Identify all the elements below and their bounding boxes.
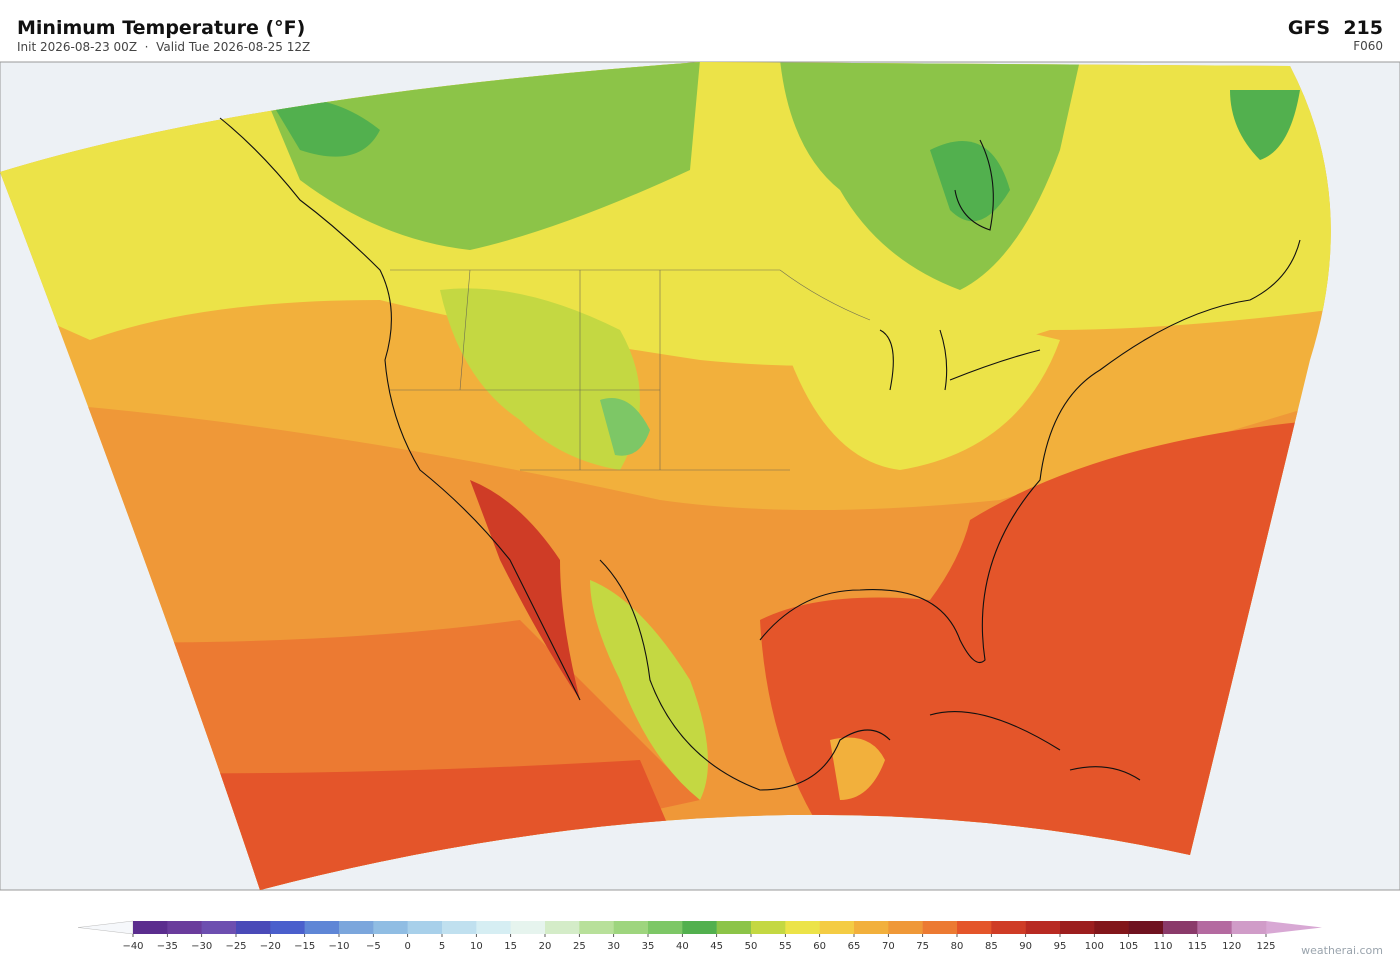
colorbar-bin: [682, 921, 717, 934]
colorbar-tick-label: −40: [122, 941, 143, 952]
colorbar-tick-label: 120: [1222, 941, 1241, 952]
colorbar-bin: [1231, 921, 1267, 934]
colorbar-tick-label: 15: [504, 941, 517, 952]
colorbar-bin: [1060, 921, 1095, 934]
colorbar-tick-label: −25: [225, 941, 246, 952]
colorbar-tick-label: −30: [191, 941, 212, 952]
colorbar-bin: [339, 921, 374, 934]
colorbar-bin: [201, 921, 237, 934]
colorbar-bin: [579, 921, 614, 934]
colorbar: −40 −35 −30 −25 −20 −15 −10 −5 0 5 10 15 20 25 30 35 40 4…: [77, 920, 1322, 952]
colorbar-bin: [1163, 921, 1198, 934]
colorbar-tick-label: −10: [328, 941, 349, 952]
colorbar-tick-label: 45: [710, 941, 723, 952]
colorbar-bin: [854, 921, 889, 934]
colorbar-bin: [270, 921, 305, 934]
colorbar-tick-label: 55: [779, 941, 792, 952]
colorbar-bin: [785, 921, 820, 934]
colorbar-bin: [133, 921, 168, 934]
colorbar-tick-label: 105: [1119, 941, 1138, 952]
map: [0, 61, 1400, 891]
colorbar-tick-label: −5: [366, 941, 381, 952]
colorbar-tick-label: 40: [676, 941, 689, 952]
colorbar-bin: [407, 921, 443, 934]
colorbar-tick-label: 30: [607, 941, 620, 952]
model-label: GFS 215: [1288, 17, 1383, 39]
colorbar-bin: [1128, 921, 1164, 934]
colorbar-bin: [1025, 921, 1061, 934]
colorbar-bin: [476, 921, 511, 934]
colorbar-tick-label: 0: [404, 941, 410, 952]
colorbar-bin: [819, 921, 855, 934]
colorbar-tick-label: 80: [951, 941, 964, 952]
colorbar-bin: [888, 921, 923, 934]
colorbar-bin: [613, 921, 649, 934]
colorbar-tick-label: 20: [539, 941, 552, 952]
colorbar-bin: [304, 921, 340, 934]
colorbar-bin: [442, 921, 477, 934]
colorbar-bin: [648, 921, 683, 934]
colorbar-tick-label: 115: [1188, 941, 1207, 952]
coastline: [759, 239, 1301, 664]
colorbar-bin: [922, 921, 958, 934]
forecast-hour: F060: [1353, 39, 1383, 53]
colorbar-tick-label: 90: [1019, 941, 1032, 952]
colorbar-tick-label: 50: [745, 941, 758, 952]
state-border: [390, 269, 871, 471]
colorbar-over: [1266, 921, 1322, 934]
coastline: [954, 139, 994, 231]
colorbar-tick-label: 95: [1054, 941, 1067, 952]
colorbar-tick-label: 100: [1085, 941, 1104, 952]
colorbar-tick-label: −20: [260, 941, 281, 952]
colorbar-tick-label: −15: [294, 941, 315, 952]
colorbar-tick-label: 85: [985, 941, 998, 952]
colorbar-tick-label: 110: [1153, 941, 1172, 952]
colorbar-bin: [991, 921, 1026, 934]
colorbar-tick-label: 25: [573, 941, 586, 952]
colorbar-tick-label: 65: [848, 941, 861, 952]
colorbar-bin: [957, 921, 992, 934]
coastline: [929, 711, 1141, 781]
colorbar-bin: [716, 921, 752, 934]
colorbar-tick-label: 70: [882, 941, 895, 952]
title: Minimum Temperature (°F): [17, 17, 305, 39]
colorbar-bin: [545, 921, 580, 934]
coastline: [219, 117, 581, 701]
colorbar-tick-label: −35: [157, 941, 178, 952]
coastline: [879, 329, 1041, 391]
colorbar-bin: [236, 921, 271, 934]
colorbar-tick-label: 5: [439, 941, 445, 952]
colorbar-bin: [167, 921, 202, 934]
colorbar-tick-label: 125: [1256, 941, 1275, 952]
colorbar-tick-label: 10: [470, 941, 483, 952]
colorbar-bin: [1094, 921, 1129, 934]
subtitle: Init 2026-08-23 00Z · Valid Tue 2026-08-…: [17, 40, 310, 54]
watermark: weatherai.com: [1301, 944, 1383, 957]
colorbar-tick-label: 60: [813, 941, 826, 952]
colorbar-tick-label: 75: [916, 941, 929, 952]
colorbar-bin: [373, 921, 408, 934]
colorbar-bin: [510, 921, 546, 934]
colorbar-bin: [751, 921, 786, 934]
colorbar-bin: [1197, 921, 1232, 934]
colorbar-under: [77, 920, 134, 935]
colorbar-tick-label: 35: [642, 941, 655, 952]
coastline: [599, 559, 891, 791]
